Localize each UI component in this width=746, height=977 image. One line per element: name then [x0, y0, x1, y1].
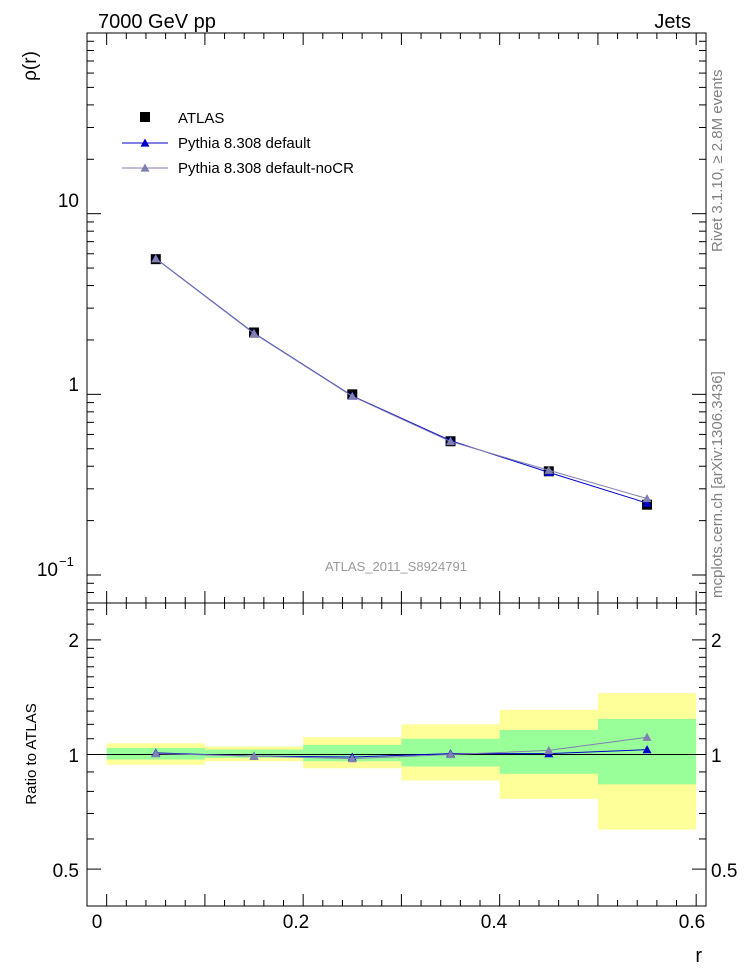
nocr-series-point	[249, 329, 259, 338]
ratio-ytick-label-0p5-right: 0.5	[711, 861, 737, 882]
ratio-ytick-label-2-right: 2	[711, 631, 722, 652]
legend-markers	[122, 112, 168, 172]
data-series	[150, 253, 653, 763]
main-ylabel: ρ(r)	[20, 51, 41, 81]
ratio-ytick-label-1-right: 1	[711, 746, 722, 767]
ratio-ytick-label-1: 1	[68, 746, 79, 767]
main-ytick-label-1: 1	[68, 375, 79, 396]
nocr-series-line	[155, 258, 648, 500]
nocr-series-point	[151, 254, 161, 263]
nocr-series-point	[446, 437, 456, 446]
nocr-series-point	[347, 391, 357, 400]
legend-label-nocr: Pythia 8.308 default-noCR	[178, 160, 354, 177]
ratio-nocr-line	[155, 736, 648, 760]
process-label: Jets	[654, 11, 691, 33]
ratio-uncertainty-bands	[106, 693, 697, 830]
main-ytick-label-10: 10	[58, 191, 79, 212]
default-series-line	[155, 258, 648, 504]
nocr-series-point	[642, 494, 652, 503]
legend-marker-nocr	[140, 163, 150, 172]
ratio-nocr-point	[446, 750, 456, 759]
xtick-label-0p2: 0.2	[283, 912, 309, 933]
main-ytick-label-0p1-exponent: −1	[59, 554, 74, 569]
legend-label-atlas: ATLAS	[178, 110, 224, 127]
legend-marker-atlas	[140, 112, 150, 122]
ratio-default-point	[642, 745, 652, 754]
rivet-label: Rivet 3.1.10, ≥ 2.8M events	[709, 70, 726, 253]
main-ytick-label-0p1-base: 10	[37, 560, 58, 581]
ratio-ytick-label-0p5: 0.5	[53, 861, 79, 882]
ratio-ytick-label-2: 2	[68, 631, 79, 652]
ratio-nocr-point	[642, 732, 652, 741]
ratio-nocr-point	[249, 751, 259, 760]
xtick-label-0p6: 0.6	[679, 912, 705, 933]
ratio-nocr-point	[544, 745, 554, 755]
nocr-series-point	[544, 465, 554, 474]
legend-label-default: Pythia 8.308 default	[178, 135, 311, 152]
mcplots-label: mcplots.cern.ch [arXiv:1306.3436]	[709, 371, 726, 598]
ratio-nocr-point	[151, 749, 161, 758]
default-series-point	[642, 498, 652, 507]
analysis-watermark: ATLAS_2011_S8924791	[325, 559, 467, 574]
xtick-label-0p4: 0.4	[481, 912, 508, 933]
ratio-ylabel: Ratio to ATLAS	[23, 703, 40, 804]
legend-marker-default	[140, 138, 150, 147]
ratio-nocr-point	[347, 754, 357, 763]
xtick-label-0: 0	[92, 912, 103, 933]
energy-label: 7000 GeV pp	[98, 11, 216, 33]
ratio-xlabel: r	[695, 945, 702, 967]
